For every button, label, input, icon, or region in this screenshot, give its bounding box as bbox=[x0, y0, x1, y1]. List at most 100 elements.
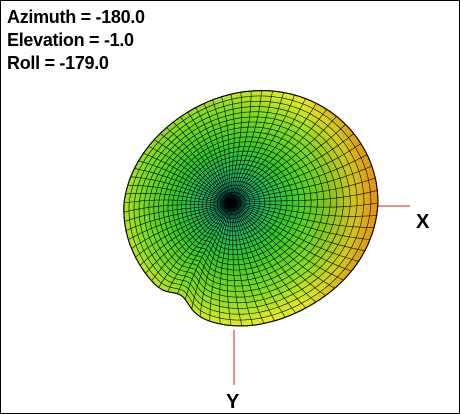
mesh-spoke bbox=[230, 94, 235, 203]
mesh-spoke bbox=[180, 116, 232, 204]
roll-readout: Roll = -179.0 bbox=[7, 53, 109, 73]
mesh-spoke bbox=[159, 133, 232, 204]
mesh-spoke bbox=[230, 98, 306, 204]
mesh-spoke bbox=[230, 103, 317, 204]
mesh-spoke bbox=[230, 202, 352, 272]
mesh-spoke bbox=[123, 199, 231, 204]
mesh-spoke bbox=[230, 202, 335, 289]
mesh-ring bbox=[202, 172, 271, 236]
mesh-ring bbox=[128, 95, 372, 321]
mesh-spoke bbox=[177, 202, 232, 294]
mesh-spoke bbox=[187, 111, 232, 204]
mesh-ring bbox=[198, 168, 276, 241]
mesh-ring bbox=[176, 146, 306, 266]
mesh-ring bbox=[163, 131, 325, 281]
mesh-spoke bbox=[230, 202, 296, 314]
mesh-ring bbox=[213, 184, 255, 223]
mesh-spoke bbox=[134, 168, 232, 204]
mesh-spoke bbox=[138, 160, 232, 204]
mesh-ring bbox=[194, 164, 282, 246]
mesh-spoke bbox=[230, 202, 317, 303]
mesh-spoke bbox=[199, 202, 232, 317]
mesh-spoke bbox=[125, 202, 232, 231]
mesh-spoke bbox=[153, 139, 232, 204]
mesh-ring bbox=[143, 111, 351, 304]
x-axis-label: X bbox=[416, 211, 430, 233]
mesh-spoke bbox=[231, 202, 378, 208]
mesh-ring bbox=[148, 116, 344, 298]
mesh-spoke bbox=[209, 202, 232, 322]
mesh-spoke bbox=[230, 202, 307, 309]
mesh-spoke bbox=[124, 202, 232, 222]
mesh-spoke bbox=[203, 103, 232, 204]
mesh-spoke bbox=[230, 202, 359, 262]
elevation-readout: Elevation = -1.0 bbox=[7, 30, 134, 50]
mesh-spoke bbox=[230, 154, 368, 204]
mesh-spoke bbox=[212, 99, 232, 204]
mesh-spoke bbox=[230, 116, 337, 204]
mesh-spoke bbox=[230, 90, 273, 204]
mesh-spoke bbox=[230, 94, 295, 204]
mesh-ring bbox=[189, 159, 288, 251]
mesh-spoke bbox=[230, 92, 243, 204]
mesh-spoke bbox=[135, 202, 232, 258]
mesh-spoke bbox=[230, 202, 265, 324]
pattern-surface bbox=[123, 90, 379, 327]
pattern-surface-outline bbox=[123, 90, 379, 327]
mesh-ring bbox=[133, 101, 365, 315]
mesh-spoke bbox=[148, 146, 232, 204]
mesh-spoke bbox=[191, 202, 232, 309]
mesh-spoke bbox=[230, 202, 344, 281]
mesh-ring bbox=[209, 180, 260, 228]
mesh-ring bbox=[138, 106, 358, 309]
mesh-spoke bbox=[230, 90, 262, 204]
mesh-spoke bbox=[131, 202, 232, 249]
mesh-spoke bbox=[167, 202, 232, 292]
mesh-ring bbox=[167, 136, 318, 276]
mesh-spoke bbox=[230, 90, 252, 204]
mesh-spoke bbox=[130, 176, 232, 204]
mesh-spoke bbox=[158, 202, 232, 288]
mesh-spoke bbox=[127, 184, 232, 204]
mesh-ring bbox=[158, 126, 331, 287]
mesh-spoke bbox=[230, 202, 365, 251]
mesh-spoke bbox=[230, 133, 354, 204]
mesh-spoke bbox=[219, 202, 232, 324]
mesh-spoke bbox=[230, 202, 375, 228]
mesh-spoke bbox=[230, 202, 243, 326]
mesh-spoke bbox=[128, 202, 232, 240]
mesh-ring bbox=[153, 121, 338, 292]
mesh-spoke bbox=[151, 202, 232, 281]
mesh-spoke bbox=[139, 202, 232, 266]
mesh-spoke bbox=[145, 202, 232, 274]
mesh-ring bbox=[172, 141, 312, 271]
mesh-ring bbox=[185, 155, 294, 255]
azimuth-readout: Azimuth = -180.0 bbox=[7, 7, 145, 27]
mesh-spoke bbox=[230, 177, 376, 204]
mesh-spoke bbox=[230, 143, 362, 204]
mesh-spoke bbox=[230, 202, 286, 318]
mesh-spoke bbox=[184, 202, 232, 300]
mesh-spoke bbox=[230, 202, 377, 217]
mesh-spoke bbox=[230, 202, 326, 296]
mesh-spoke bbox=[227, 203, 232, 326]
mesh-spoke bbox=[172, 121, 232, 204]
mesh-spoke bbox=[230, 202, 371, 240]
mesh-spoke bbox=[221, 96, 232, 204]
mesh-spoke bbox=[230, 202, 275, 321]
y-axis-label: Y bbox=[226, 391, 240, 413]
mesh-spoke bbox=[230, 109, 327, 204]
mesh-ring bbox=[181, 150, 300, 260]
mesh-spoke bbox=[230, 202, 254, 326]
mesh-spoke bbox=[123, 202, 232, 213]
mesh-spoke bbox=[230, 92, 284, 204]
mesh-spoke bbox=[230, 190, 378, 204]
mesh-ring bbox=[206, 176, 265, 232]
mesh-spoke bbox=[195, 107, 232, 204]
mesh-spoke bbox=[143, 153, 232, 204]
mesh-spoke bbox=[230, 165, 372, 204]
mesh-spoke bbox=[125, 192, 232, 204]
view-readout: Azimuth = -180.0 Elevation = -1.0 Roll =… bbox=[7, 6, 145, 75]
mesh-spoke bbox=[166, 127, 232, 204]
